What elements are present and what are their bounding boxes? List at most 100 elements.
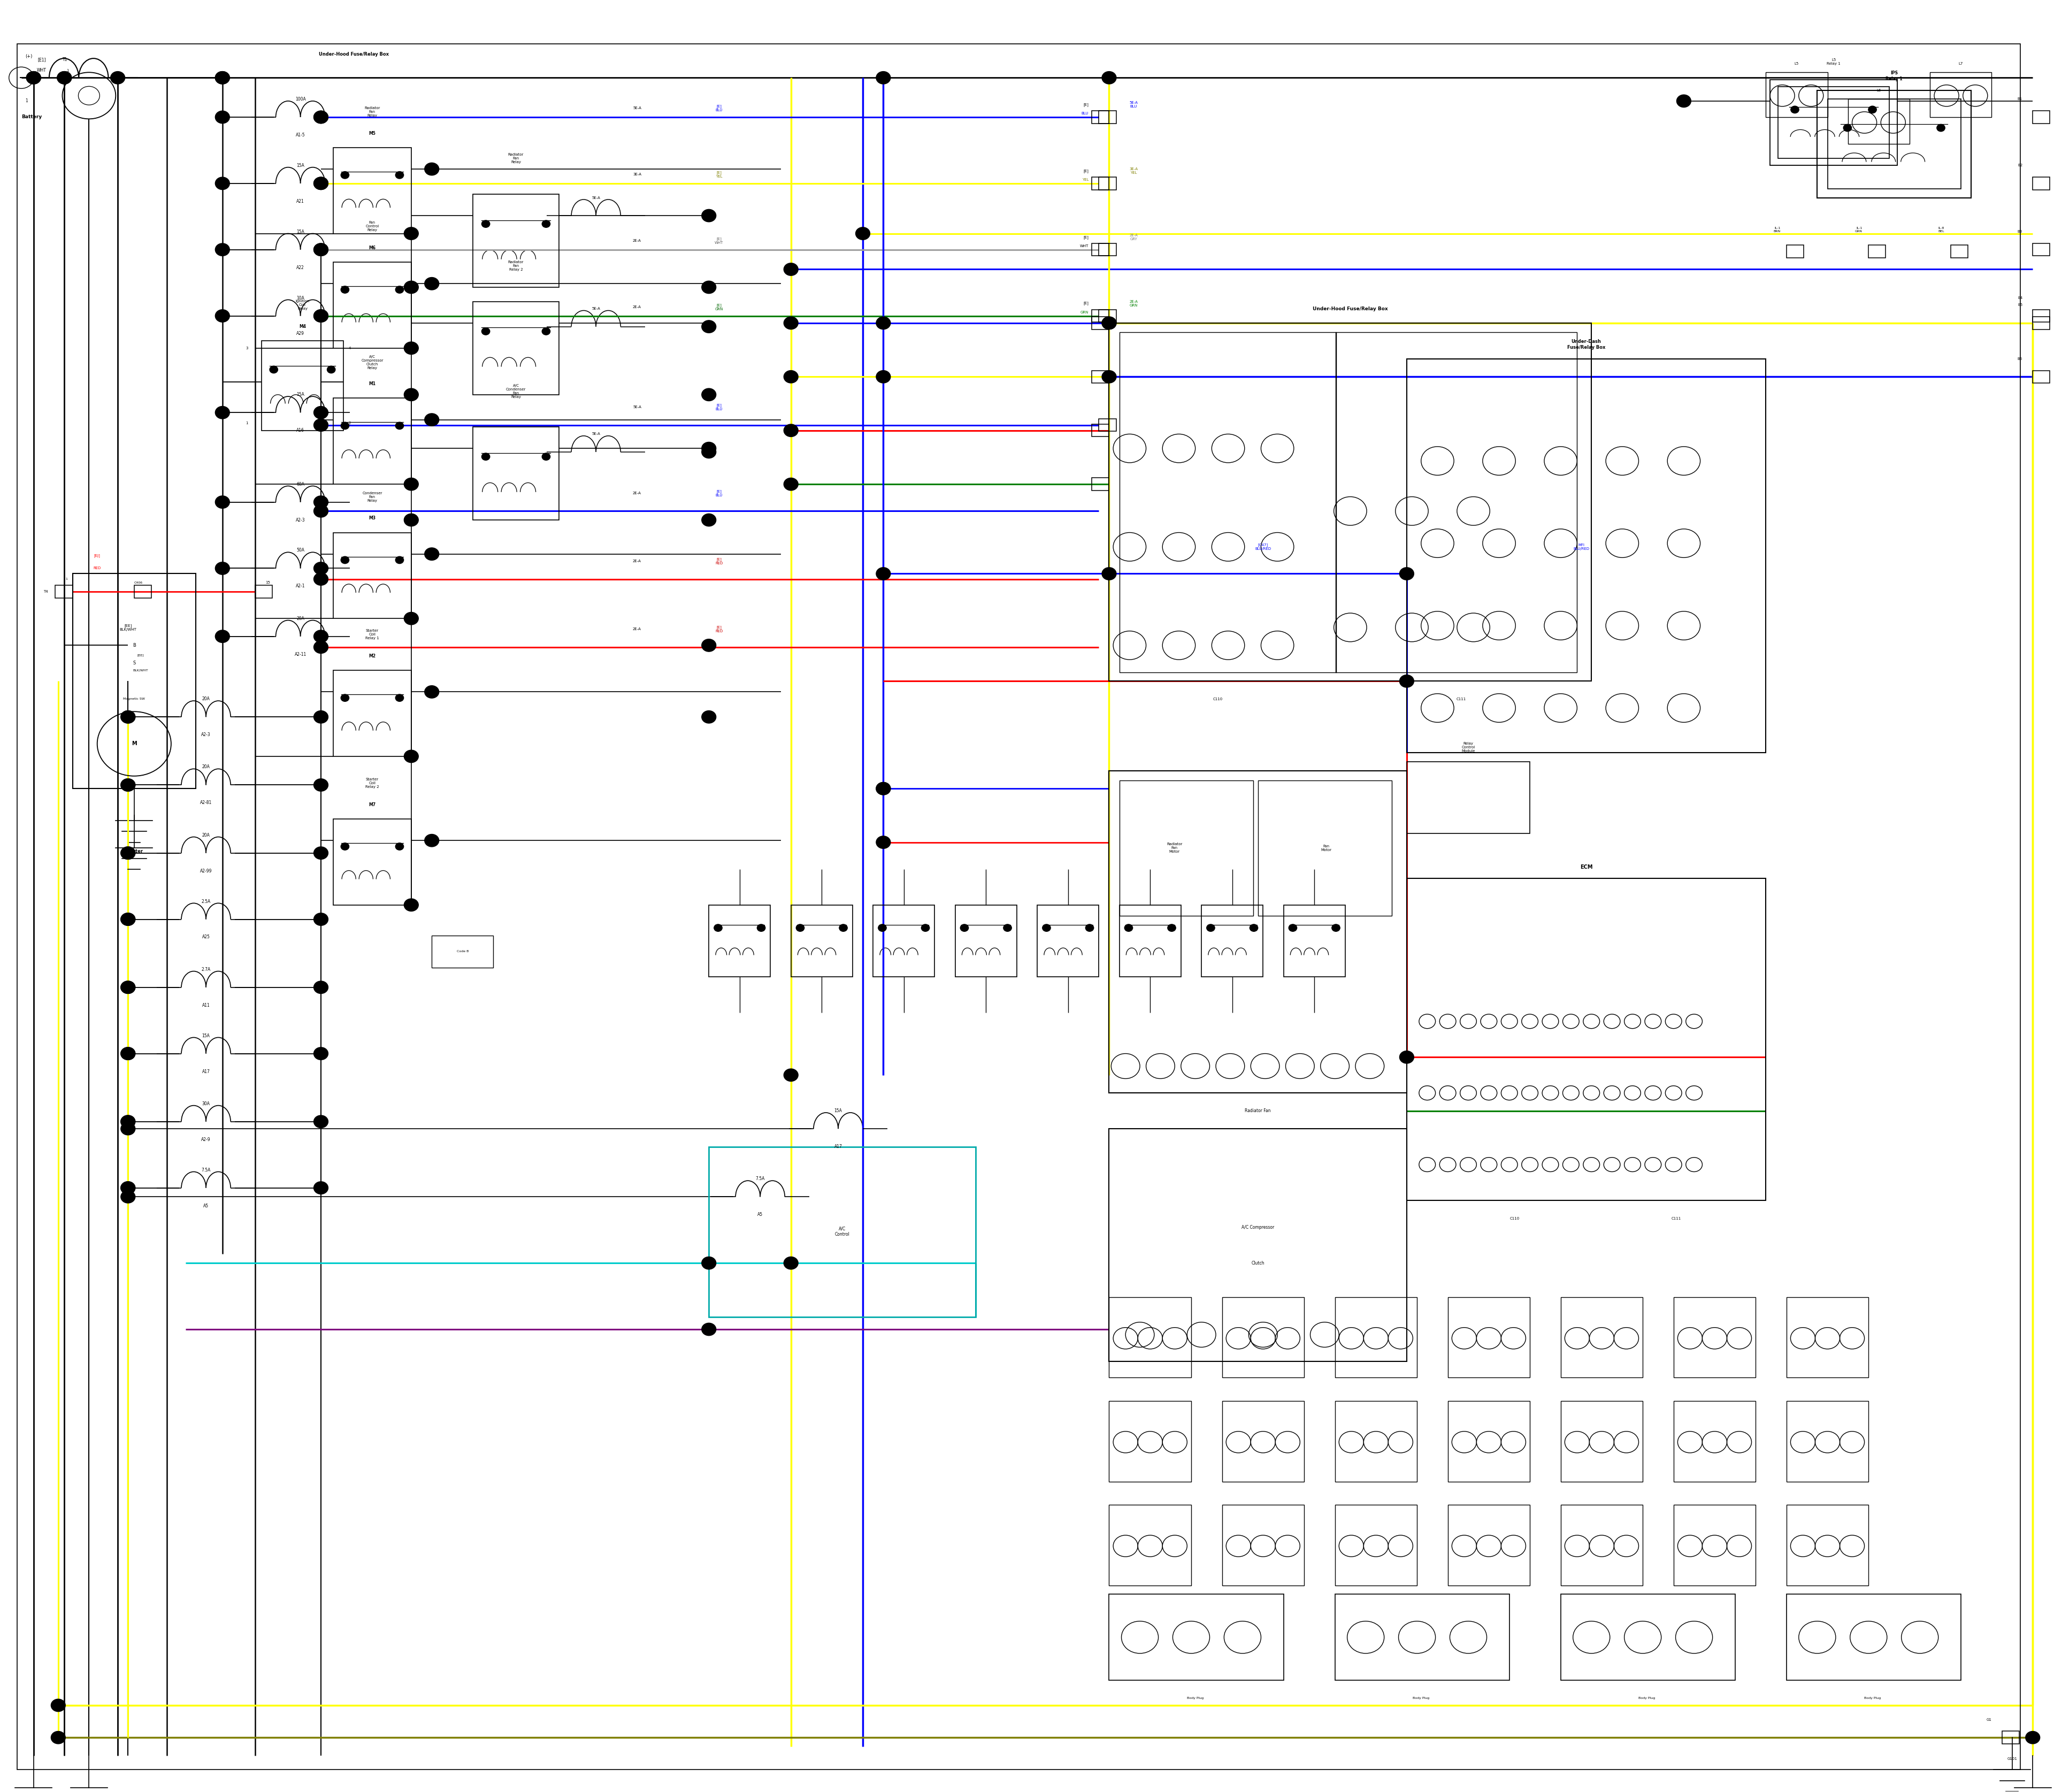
Circle shape bbox=[314, 407, 329, 419]
Text: 20A: 20A bbox=[296, 616, 304, 620]
Circle shape bbox=[27, 72, 41, 84]
Text: [E]
GRN: [E] GRN bbox=[715, 303, 723, 310]
Text: Radiator Fan: Radiator Fan bbox=[1245, 1109, 1271, 1113]
Bar bbox=[1931, 72, 1992, 116]
Circle shape bbox=[405, 478, 419, 491]
Bar bbox=[955, 905, 1017, 977]
Text: 100A: 100A bbox=[296, 97, 306, 102]
Text: G1: G1 bbox=[1986, 1719, 1992, 1722]
Circle shape bbox=[314, 177, 329, 190]
Circle shape bbox=[1101, 317, 1115, 330]
Text: A5: A5 bbox=[758, 1213, 762, 1217]
Text: Code B: Code B bbox=[456, 950, 468, 953]
Circle shape bbox=[1937, 124, 1945, 131]
Text: 2E-A
GRY: 2E-A GRY bbox=[1130, 233, 1138, 240]
Circle shape bbox=[121, 980, 136, 993]
Text: 15A: 15A bbox=[201, 1034, 210, 1038]
Text: A2-1: A2-1 bbox=[296, 584, 306, 588]
Circle shape bbox=[314, 505, 329, 518]
Text: [E]
BLU: [E] BLU bbox=[715, 403, 723, 410]
Text: 15A: 15A bbox=[296, 392, 304, 398]
Bar bbox=[1951, 246, 1968, 258]
Circle shape bbox=[405, 613, 419, 625]
Text: C110: C110 bbox=[1212, 697, 1222, 701]
Bar bbox=[1787, 246, 1803, 258]
Circle shape bbox=[785, 1256, 799, 1269]
Circle shape bbox=[341, 172, 349, 179]
Text: 20A: 20A bbox=[201, 765, 210, 769]
Circle shape bbox=[405, 281, 419, 294]
Bar bbox=[709, 905, 770, 977]
Circle shape bbox=[702, 210, 717, 222]
Circle shape bbox=[314, 980, 329, 993]
Bar bbox=[1093, 317, 1109, 330]
Text: [EE]: [EE] bbox=[138, 654, 144, 656]
Circle shape bbox=[785, 1068, 799, 1081]
Text: [EJ]: [EJ] bbox=[94, 554, 101, 557]
Circle shape bbox=[216, 72, 230, 84]
Circle shape bbox=[877, 568, 891, 581]
Circle shape bbox=[715, 925, 723, 932]
Text: A/C
Compressor
Clutch
Relay: A/C Compressor Clutch Relay bbox=[362, 355, 384, 369]
Circle shape bbox=[481, 453, 489, 461]
Text: Ignition
Coil
Relay: Ignition Coil Relay bbox=[296, 299, 310, 310]
Circle shape bbox=[405, 751, 419, 763]
Bar bbox=[1222, 1505, 1304, 1586]
Text: MFI
BLU/RED: MFI BLU/RED bbox=[1573, 543, 1590, 550]
Text: IL-1
GRN: IL-1 GRN bbox=[1855, 228, 1863, 233]
Text: A2-9: A2-9 bbox=[201, 1138, 212, 1142]
Bar bbox=[1448, 1401, 1530, 1482]
Text: B6: B6 bbox=[2017, 357, 2023, 360]
Text: M: M bbox=[131, 742, 138, 747]
Circle shape bbox=[1101, 72, 1115, 84]
Text: [E]: [E] bbox=[1082, 168, 1089, 172]
Circle shape bbox=[877, 783, 891, 796]
Circle shape bbox=[405, 342, 419, 355]
Circle shape bbox=[121, 711, 136, 724]
Bar bbox=[1561, 1505, 1643, 1586]
Bar bbox=[333, 262, 411, 348]
Bar bbox=[1099, 111, 1115, 124]
Text: A1-5: A1-5 bbox=[296, 133, 306, 138]
Circle shape bbox=[216, 407, 230, 419]
Circle shape bbox=[1331, 925, 1339, 932]
Text: Radiator
Fan
Relay: Radiator Fan Relay bbox=[364, 106, 380, 116]
Circle shape bbox=[405, 389, 419, 401]
Text: 5E-A: 5E-A bbox=[592, 306, 600, 310]
Text: 20A: 20A bbox=[201, 697, 210, 701]
Text: 30A: 30A bbox=[201, 1102, 210, 1106]
Circle shape bbox=[702, 281, 717, 294]
Circle shape bbox=[1399, 676, 1413, 688]
Bar bbox=[1099, 310, 1115, 323]
Circle shape bbox=[121, 1115, 136, 1127]
Text: 2E-A: 2E-A bbox=[633, 305, 641, 308]
Text: T1: T1 bbox=[62, 57, 68, 63]
Circle shape bbox=[269, 366, 277, 373]
Circle shape bbox=[314, 573, 329, 586]
Text: 15A: 15A bbox=[296, 163, 304, 168]
Circle shape bbox=[216, 563, 230, 575]
Text: C111: C111 bbox=[1672, 1217, 1680, 1220]
Circle shape bbox=[877, 371, 891, 383]
Circle shape bbox=[922, 925, 930, 932]
Text: [E]: [E] bbox=[1082, 301, 1089, 305]
Bar bbox=[1257, 780, 1393, 916]
Text: 1: 1 bbox=[66, 577, 68, 581]
Circle shape bbox=[1167, 925, 1175, 932]
Text: 1: 1 bbox=[246, 421, 249, 425]
Text: M5: M5 bbox=[370, 131, 376, 136]
Circle shape bbox=[341, 842, 349, 849]
Text: B3: B3 bbox=[2017, 229, 2023, 233]
Text: 7.5A: 7.5A bbox=[201, 1168, 212, 1172]
Bar bbox=[1335, 1505, 1417, 1586]
Text: 1: 1 bbox=[66, 68, 70, 72]
Circle shape bbox=[425, 163, 440, 176]
Circle shape bbox=[1085, 925, 1093, 932]
Bar bbox=[1448, 1297, 1530, 1378]
Bar bbox=[2033, 317, 2050, 330]
Text: Radiator
Fan
Motor: Radiator Fan Motor bbox=[1167, 842, 1183, 853]
Circle shape bbox=[314, 780, 329, 792]
Bar bbox=[1099, 177, 1115, 190]
Bar bbox=[261, 340, 343, 430]
Circle shape bbox=[1124, 925, 1132, 932]
